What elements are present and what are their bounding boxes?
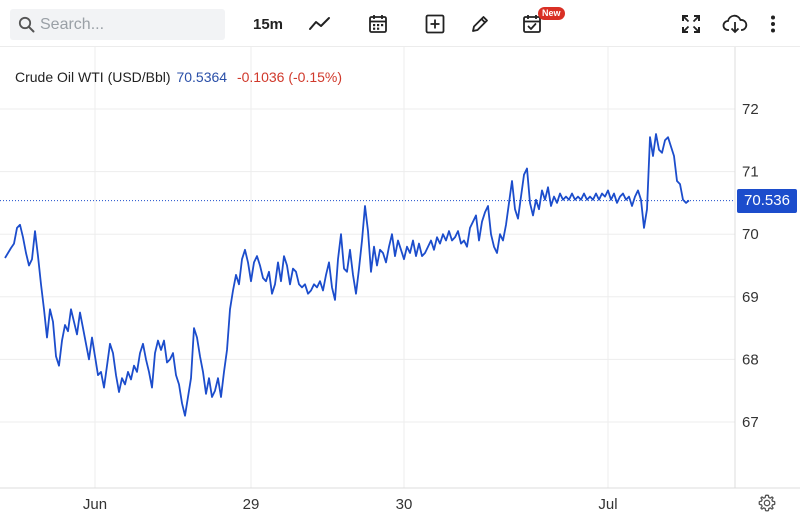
new-badge: New bbox=[538, 7, 565, 20]
fullscreen-icon bbox=[682, 15, 700, 33]
download-button[interactable] bbox=[720, 10, 750, 38]
calendar-check-icon bbox=[523, 15, 541, 33]
x-tick-label: Jun bbox=[83, 496, 107, 513]
chart-type-button[interactable] bbox=[306, 10, 334, 38]
fullscreen-button[interactable] bbox=[677, 10, 705, 38]
calendar-icon bbox=[369, 15, 387, 33]
chart-legend: Crude Oil WTI (USD/Bbl) 70.5364 -0.1036 … bbox=[15, 69, 342, 85]
interval-button[interactable]: 15m bbox=[252, 15, 284, 33]
more-menu-button[interactable] bbox=[762, 10, 784, 38]
price-chart[interactable]: 72 71 70 69 68 67 Jun 29 30 Jul bbox=[0, 47, 800, 521]
add-indicator-button[interactable] bbox=[421, 10, 449, 38]
pencil-icon bbox=[472, 16, 488, 32]
x-tick-label: Jul bbox=[598, 496, 617, 513]
toolbar: 15m bbox=[0, 0, 800, 47]
y-tick-label: 67 bbox=[742, 414, 759, 431]
x-tick-label: 29 bbox=[243, 496, 260, 513]
y-tick-label: 68 bbox=[742, 351, 759, 368]
y-tick-label: 70 bbox=[742, 226, 759, 243]
instrument-price: 70.5364 bbox=[176, 69, 228, 85]
calendar-button[interactable] bbox=[364, 10, 392, 38]
draw-button[interactable] bbox=[466, 10, 494, 38]
line-chart-icon bbox=[309, 17, 330, 30]
search-input[interactable] bbox=[40, 14, 220, 35]
search-box[interactable] bbox=[10, 9, 225, 40]
settings-gear-icon[interactable] bbox=[757, 493, 777, 513]
instrument-change: -0.1036 (-0.15%) bbox=[236, 69, 343, 85]
y-tick-label: 71 bbox=[742, 164, 759, 181]
y-tick-label: 69 bbox=[742, 289, 759, 306]
price-line bbox=[4, 133, 690, 417]
plus-square-icon bbox=[425, 14, 445, 34]
x-tick-label: 30 bbox=[396, 496, 413, 513]
y-tick-label: 72 bbox=[742, 101, 759, 118]
cloud-download-icon bbox=[722, 14, 748, 34]
chart-area[interactable]: 72 71 70 69 68 67 Jun 29 30 Jul Crude Oil WTI (US… bbox=[0, 47, 800, 521]
search-icon bbox=[18, 16, 35, 33]
instrument-name: Crude Oil WTI (USD/Bbl) bbox=[15, 69, 171, 85]
events-button[interactable] bbox=[518, 10, 546, 38]
more-vertical-icon bbox=[771, 15, 775, 33]
last-price-tag: 70.536 bbox=[737, 188, 797, 213]
